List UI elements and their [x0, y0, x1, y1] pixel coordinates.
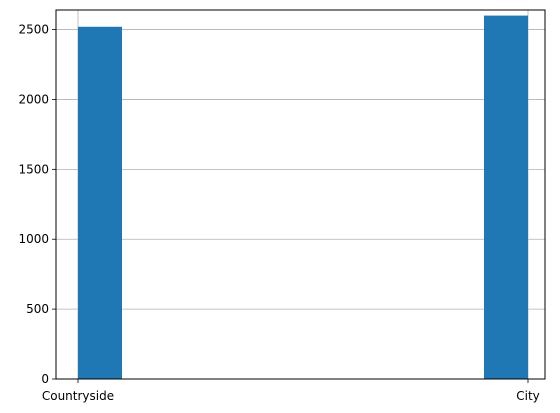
x-tick-label: City — [516, 389, 540, 403]
y-tick-label: 500 — [26, 302, 49, 316]
y-tick-label: 0 — [41, 372, 49, 386]
x-tick-label: Countryside — [42, 389, 114, 403]
y-tick-label: 2000 — [18, 92, 49, 106]
x-axis-ticks: Countryside City — [42, 379, 540, 403]
y-axis-ticks: 0 500 1000 1500 2000 2500 — [18, 23, 56, 386]
plot-area-frame — [55, 9, 546, 380]
bars — [78, 15, 528, 379]
y-tick-label: 1000 — [18, 232, 49, 246]
bar — [78, 26, 122, 379]
y-tick-label: 1500 — [18, 162, 49, 176]
y-tick-label: 2500 — [18, 23, 49, 37]
bar — [484, 15, 528, 379]
